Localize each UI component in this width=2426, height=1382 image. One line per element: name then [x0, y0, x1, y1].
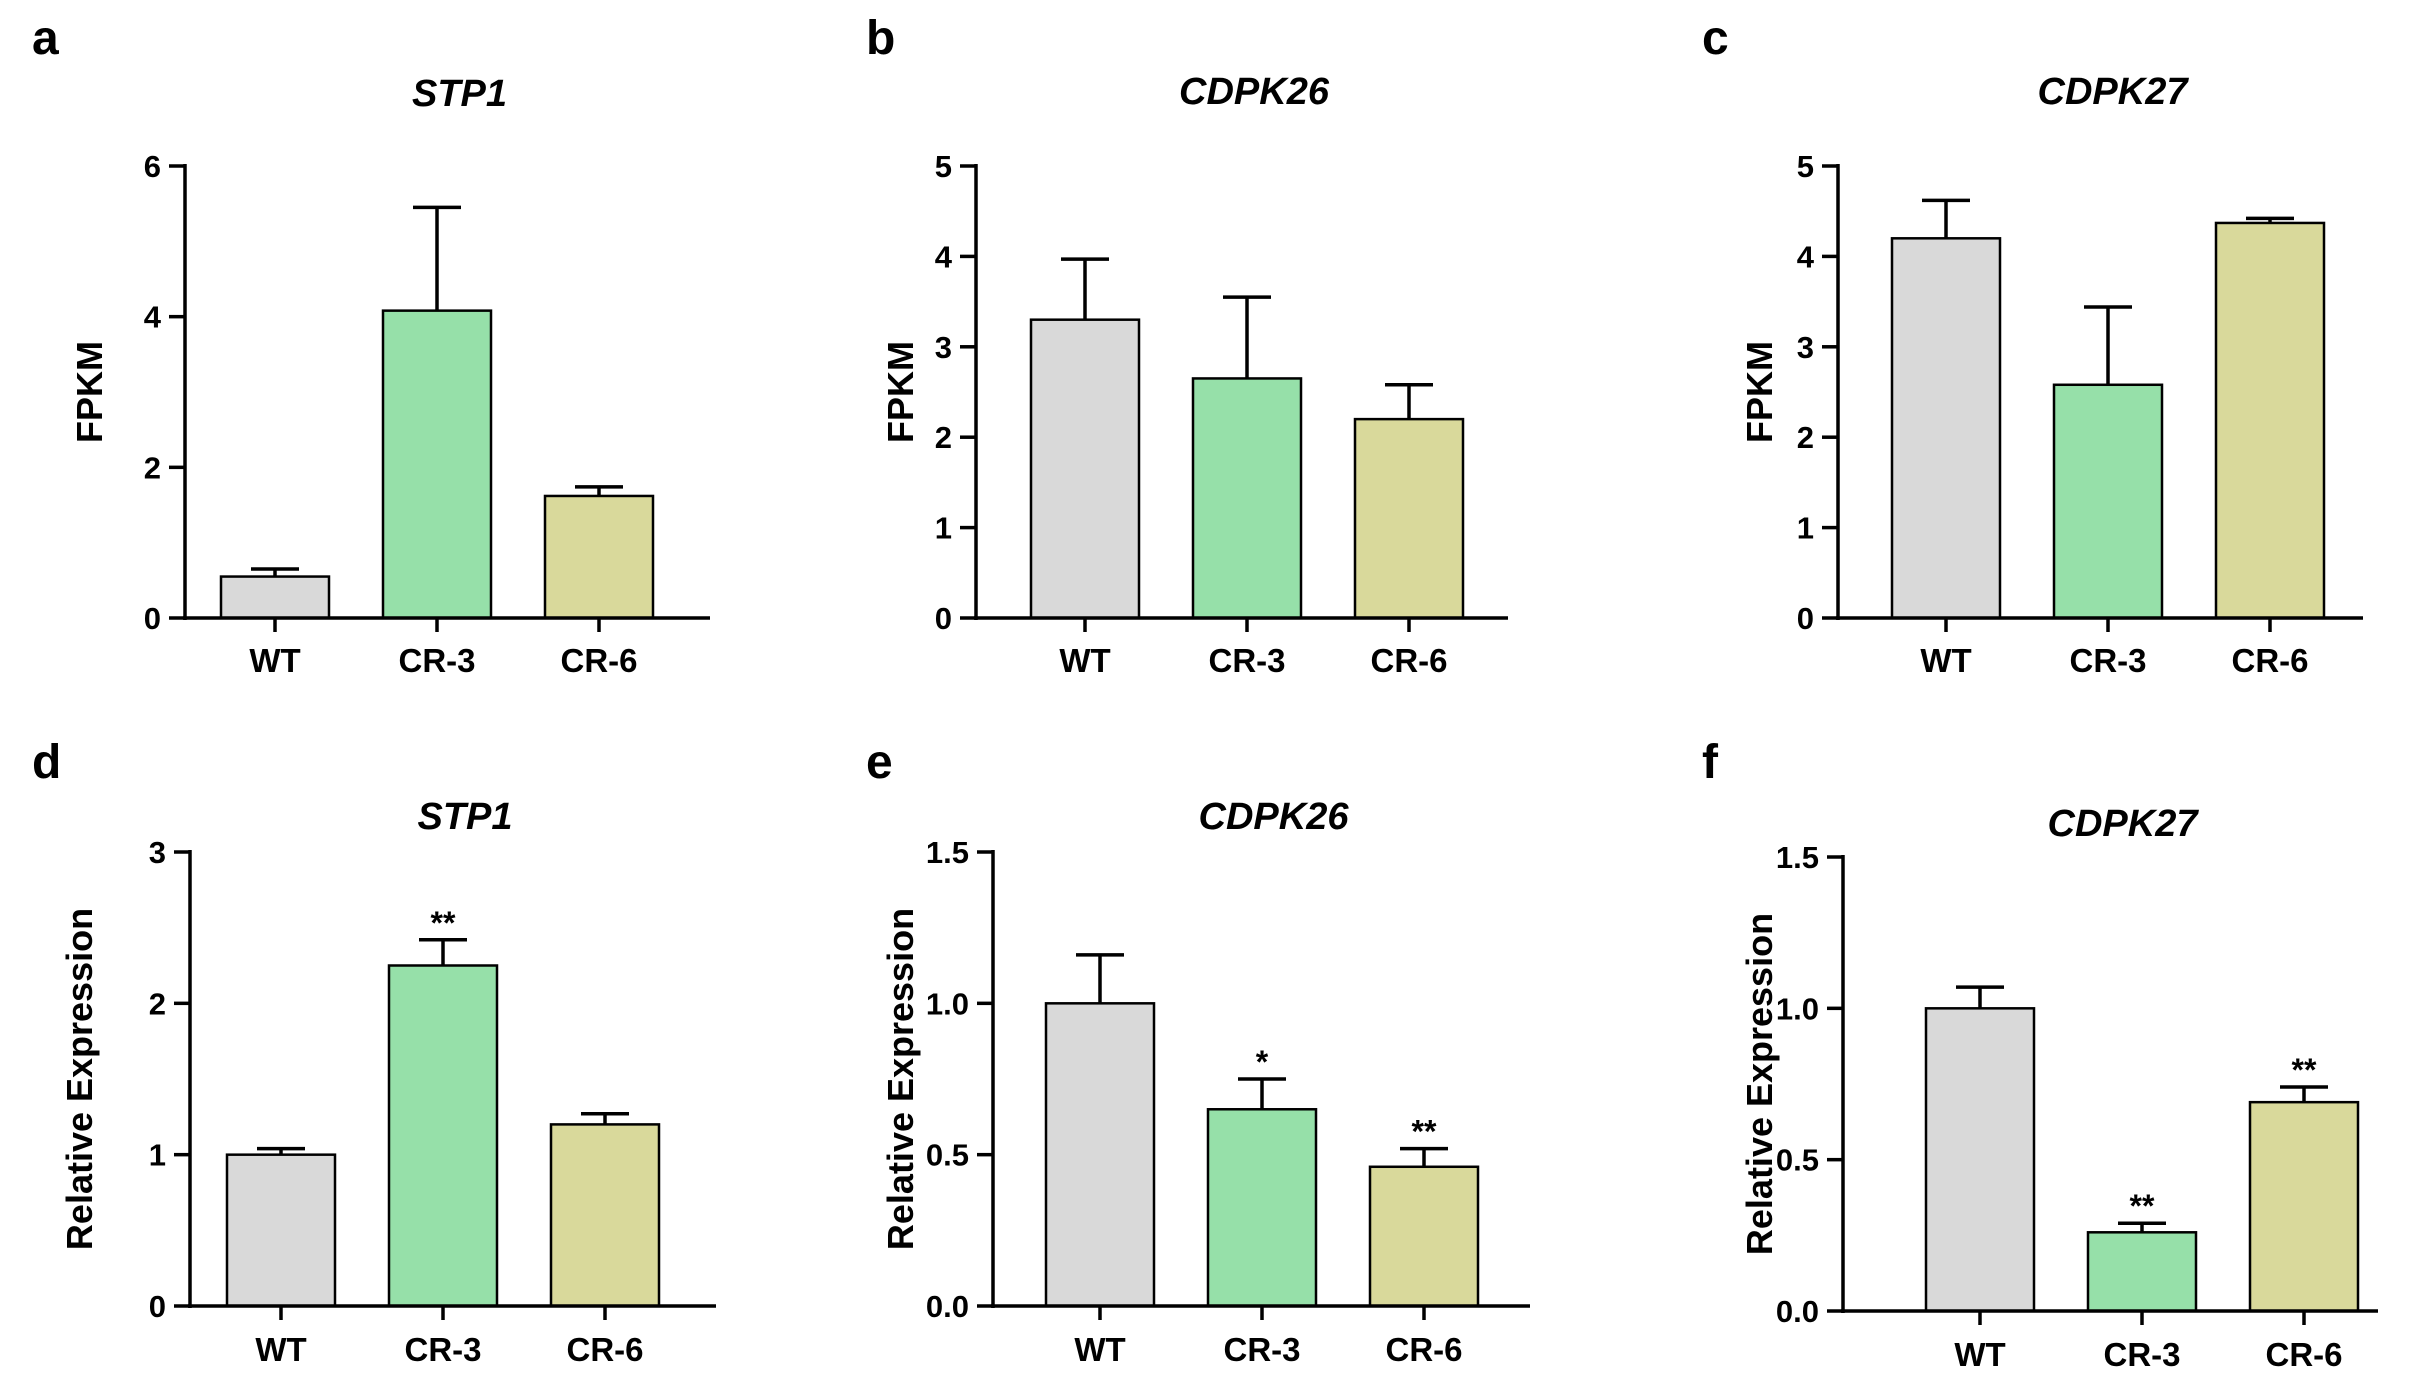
bar-wt — [1044, 1002, 1156, 1308]
category-label: WT — [1954, 1336, 2005, 1373]
bar-cr-3 — [2052, 383, 2164, 620]
y-tick-label: 3 — [1797, 330, 1814, 365]
y-tick-label: 4 — [935, 239, 953, 274]
y-tick-label: 0.0 — [1776, 1294, 1819, 1329]
y-tick-label: 1 — [149, 1138, 166, 1173]
bar-cr-3 — [387, 964, 499, 1308]
y-tick-label: 1.5 — [1776, 840, 1819, 875]
chart-title: CDPK26 — [1179, 71, 1330, 113]
bar-cr-3 — [2086, 1231, 2198, 1313]
y-tick-label: 5 — [935, 149, 952, 184]
category-label: CR-6 — [560, 642, 637, 679]
y-tick-label: 0 — [935, 601, 952, 636]
y-tick-label: 2 — [144, 450, 161, 485]
bar-wt — [225, 1153, 337, 1308]
y-tick-label: 0 — [1797, 601, 1814, 636]
bar-cr-3 — [1191, 377, 1303, 620]
panel-label: c — [1702, 12, 1729, 65]
y-tick-label: 4 — [144, 300, 162, 335]
y-tick-label: 4 — [1797, 239, 1815, 274]
bar-wt — [1924, 1007, 2036, 1313]
bar-wt — [1029, 318, 1141, 620]
category-label: CR-3 — [2103, 1336, 2180, 1373]
category-label: CR-6 — [1370, 642, 1447, 679]
chart-title: CDPK27 — [2048, 803, 2200, 845]
significance-label: ** — [2130, 1188, 2155, 1224]
significance-label: ** — [431, 905, 456, 941]
chart-title: CDPK26 — [1199, 796, 1350, 838]
panel-label: b — [866, 12, 895, 65]
significance-label: ** — [1412, 1114, 1437, 1150]
panel-a: a STP1 FPKM WT CR-3 CR-6 0 2 4 6 — [32, 12, 710, 679]
panel-c: c CDPK27 FPKM WT CR-3 CR-6 0 1 2 3 4 5 — [1702, 12, 2363, 679]
category-label: CR-3 — [2069, 642, 2146, 679]
y-tick-label: 5 — [1797, 149, 1814, 184]
category-label: CR-6 — [2231, 642, 2308, 679]
category-label: CR-6 — [566, 1331, 643, 1368]
y-tick-label: 1.0 — [926, 986, 969, 1021]
y-tick-label: 1.5 — [926, 835, 969, 870]
y-tick-label: 0.5 — [1776, 1143, 1819, 1178]
y-tick-label: 2 — [1797, 420, 1814, 455]
category-label: CR-3 — [1208, 642, 1285, 679]
panel-label: e — [866, 736, 893, 789]
bar-cr-6 — [1368, 1165, 1480, 1308]
bar-cr-3 — [381, 309, 493, 620]
y-tick-label: 0 — [149, 1289, 166, 1324]
category-label: WT — [1059, 642, 1110, 679]
y-axis-label: FPKM — [1739, 341, 1780, 443]
category-label: CR-3 — [398, 642, 475, 679]
y-tick-label: 2 — [149, 986, 166, 1021]
y-tick-label: 0.0 — [926, 1289, 969, 1324]
bar-cr-6 — [549, 1123, 661, 1308]
panel-label: f — [1702, 736, 1719, 789]
panel-f: f CDPK27 Relative Expression WT CR-3 ** CR-6 **… — [1702, 736, 2378, 1373]
y-tick-label: 1 — [935, 511, 952, 546]
y-tick-label: 0 — [144, 601, 161, 636]
panel-label: d — [32, 736, 61, 789]
chart-title: STP1 — [412, 73, 507, 115]
y-tick-label: 3 — [149, 835, 166, 870]
panel-label: a — [32, 12, 59, 65]
y-tick-label: 6 — [144, 149, 161, 184]
y-axis-label: Relative Expression — [880, 908, 921, 1250]
bar-cr-6 — [543, 494, 655, 620]
category-label: WT — [1920, 642, 1971, 679]
y-tick-label: 1 — [1797, 511, 1814, 546]
bar-cr-6 — [2248, 1100, 2360, 1313]
bar-wt — [1890, 237, 2002, 620]
y-axis-label: Relative Expression — [59, 908, 100, 1250]
y-axis-label: FPKM — [880, 341, 921, 443]
category-label: CR-3 — [1223, 1331, 1300, 1368]
panel-e: e CDPK26 Relative Expression WT CR-3 * CR-6 ** 0… — [866, 736, 1530, 1368]
category-label: CR-6 — [2265, 1336, 2342, 1373]
y-axis-label: Relative Expression — [1739, 913, 1780, 1255]
y-tick-label: 2 — [935, 420, 952, 455]
category-label: CR-3 — [404, 1331, 481, 1368]
y-axis-label: FPKM — [69, 341, 110, 443]
y-tick-label: 3 — [935, 330, 952, 365]
chart-title: STP1 — [417, 796, 512, 838]
bar-wt — [219, 575, 331, 620]
category-label: CR-6 — [1385, 1331, 1462, 1368]
y-tick-label: 0.5 — [926, 1138, 969, 1173]
bar-cr-6 — [1353, 417, 1465, 620]
panel-b: b CDPK26 FPKM WT CR-3 CR-6 0 1 2 3 4 5 — [866, 12, 1508, 679]
panel-d: d STP1 Relative Expression WT CR-3 ** CR-6 0 1 2 3 — [32, 736, 716, 1368]
category-label: WT — [1074, 1331, 1125, 1368]
bar-cr-3 — [1206, 1108, 1318, 1308]
chart-title: CDPK27 — [2038, 71, 2190, 113]
significance-label: ** — [2292, 1052, 2317, 1088]
category-label: WT — [249, 642, 300, 679]
y-tick-label: 1.0 — [1776, 991, 1819, 1026]
category-label: WT — [255, 1331, 306, 1368]
significance-label: * — [1256, 1044, 1269, 1080]
bar-cr-6 — [2214, 221, 2326, 620]
